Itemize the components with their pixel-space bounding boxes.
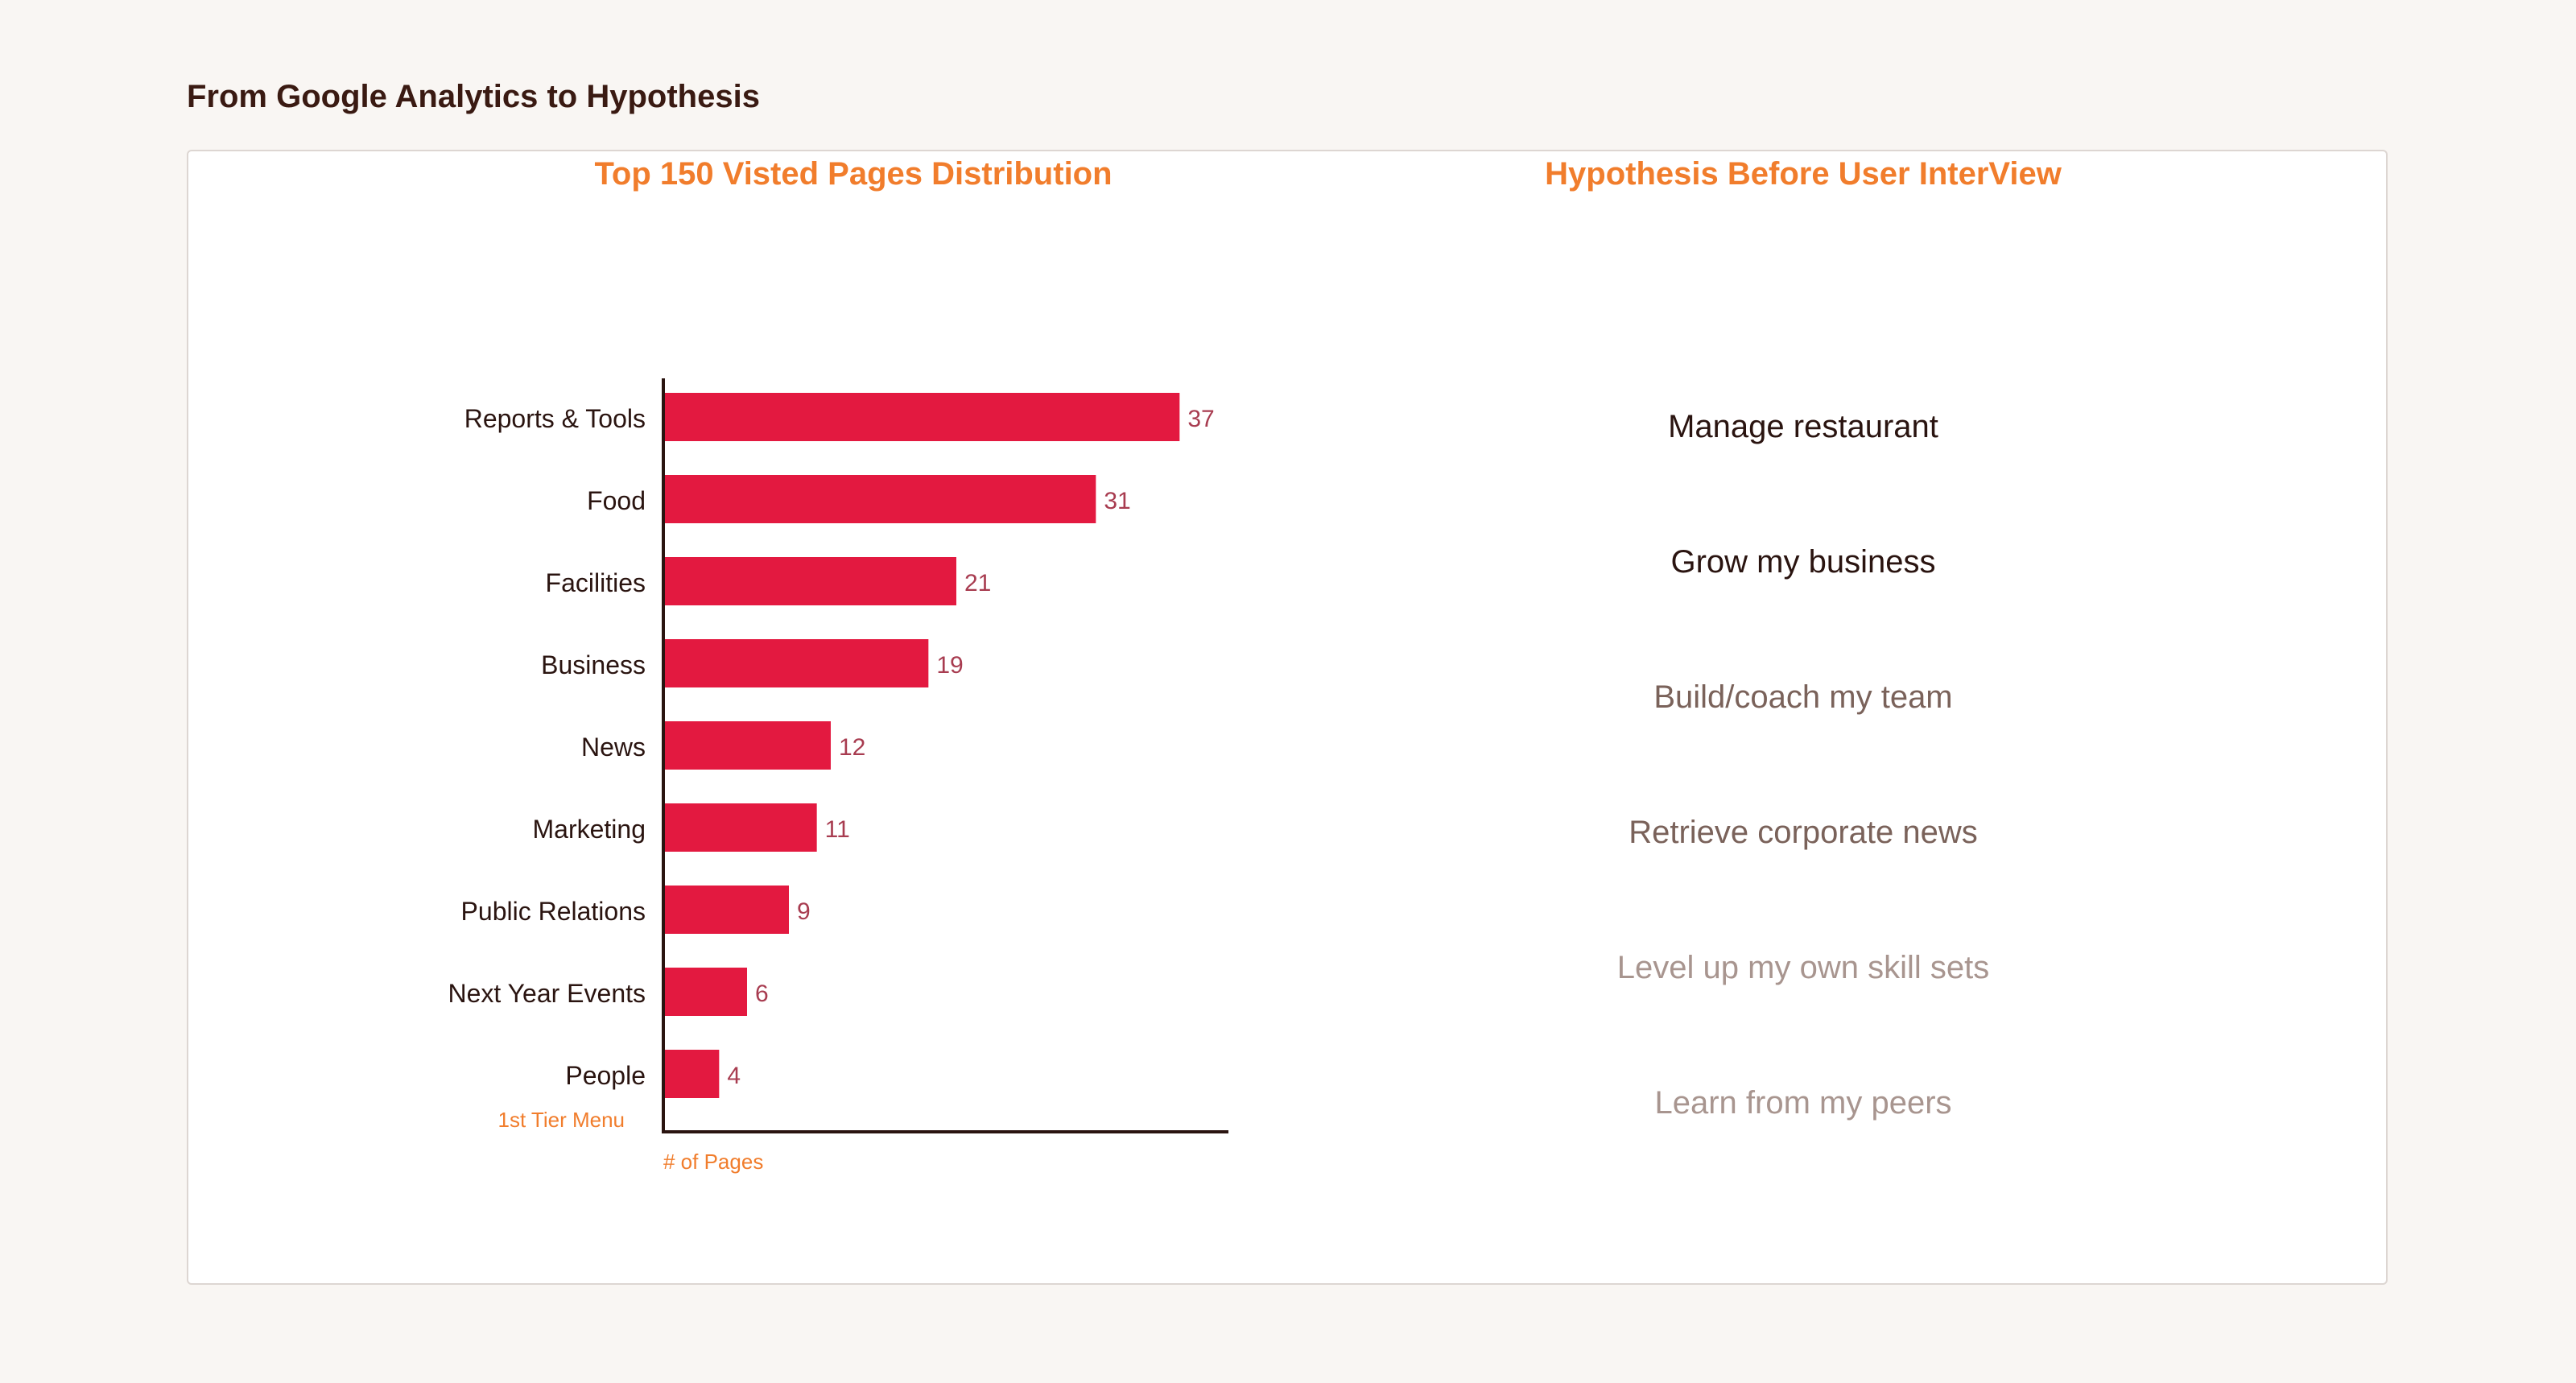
- bar: [663, 475, 1096, 523]
- category-label: Next Year Events: [448, 979, 646, 1008]
- bar: [663, 886, 789, 934]
- category-label: Facilities: [546, 568, 646, 597]
- hypothesis-item: Build/coach my team: [1653, 679, 1953, 715]
- chart-title: Top 150 Visted Pages Distribution: [594, 156, 1113, 192]
- value-label: 12: [839, 734, 865, 761]
- value-label: 4: [727, 1063, 741, 1089]
- value-label: 11: [825, 816, 850, 843]
- bar: [663, 639, 929, 687]
- category-label: Reports & Tools: [464, 404, 646, 433]
- hypothesis-item: Grow my business: [1670, 544, 1936, 580]
- category-label: News: [581, 733, 646, 762]
- bar: [663, 557, 956, 605]
- y-axis-label: 1st Tier Menu: [497, 1108, 625, 1132]
- category-label: Food: [587, 486, 646, 515]
- bar: [663, 968, 747, 1016]
- category-label: Business: [541, 650, 646, 679]
- bar: [663, 1050, 720, 1098]
- value-label: 37: [1187, 406, 1214, 432]
- category-label: People: [565, 1061, 646, 1090]
- hypothesis-item: Manage restaurant: [1668, 409, 1938, 444]
- bar: [663, 393, 1180, 441]
- bar: [663, 721, 831, 770]
- value-label: 19: [936, 652, 963, 679]
- page-title: From Google Analytics to Hypothesis: [187, 79, 760, 114]
- hypothesis-title: Hypothesis Before User InterView: [1545, 156, 2062, 192]
- hypothesis-item: Learn from my peers: [1654, 1085, 1952, 1121]
- content-card: [187, 150, 2388, 1285]
- value-label: 31: [1104, 488, 1130, 514]
- x-axis-label: # of Pages: [663, 1150, 763, 1174]
- bar: [663, 803, 817, 852]
- category-label: Public Relations: [461, 897, 646, 926]
- hypothesis-item: Retrieve corporate news: [1629, 815, 1978, 850]
- value-label: 21: [964, 570, 991, 597]
- value-label: 6: [755, 980, 769, 1007]
- hypothesis-item: Level up my own skill sets: [1616, 950, 1990, 985]
- category-label: Marketing: [533, 815, 646, 844]
- value-label: 9: [797, 898, 811, 925]
